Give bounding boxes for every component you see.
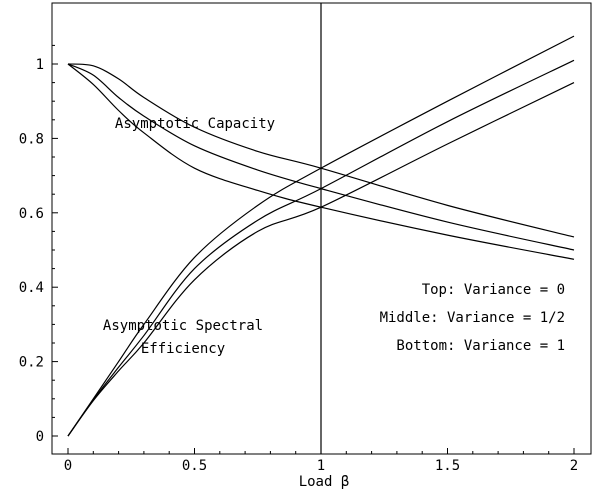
y-tick-label: 0.6 — [19, 206, 44, 222]
x-tick-label: 0.5 — [182, 458, 207, 474]
legend-line-top: Top: Variance = 0 — [422, 282, 565, 298]
y-tick-label: 0.8 — [19, 131, 44, 147]
x-axis-label: Load β — [299, 474, 350, 490]
spectral-curve-bottom — [67, 82, 575, 437]
y-axis: 0 0.2 0.4 0.6 0.8 1 — [19, 44, 58, 445]
x-tick-label: 1.5 — [435, 458, 460, 474]
x-tick-label: 2 — [570, 458, 578, 474]
x-tick-label: 1 — [317, 458, 325, 474]
x-tick-label: 0 — [64, 458, 72, 474]
spectral-curve-middle — [67, 59, 575, 437]
annotation-asymptotic-capacity: Asymptotic Capacity — [115, 116, 275, 132]
y-tick-label: 0 — [36, 429, 44, 445]
y-tick-label: 1 — [36, 57, 44, 73]
y-tick-label: 0.4 — [19, 280, 44, 296]
y-tick-label: 0.2 — [19, 355, 44, 371]
spectral-curve-top — [67, 35, 575, 437]
annotation-asymptotic-spectral-line2: Efficiency — [141, 341, 225, 357]
annotation-asymptotic-spectral-line1: Asymptotic Spectral — [103, 318, 263, 334]
capacity-curve-top — [67, 63, 575, 238]
legend-line-middle: Middle: Variance = 1/2 — [380, 310, 565, 326]
x-axis: 0 0.5 1 1.5 2 — [64, 448, 578, 474]
legend-line-bottom: Bottom: Variance = 1 — [396, 338, 565, 354]
capacity-curve-bottom — [67, 63, 575, 260]
series-layer — [67, 35, 575, 437]
capacity-curve-middle — [67, 63, 575, 251]
